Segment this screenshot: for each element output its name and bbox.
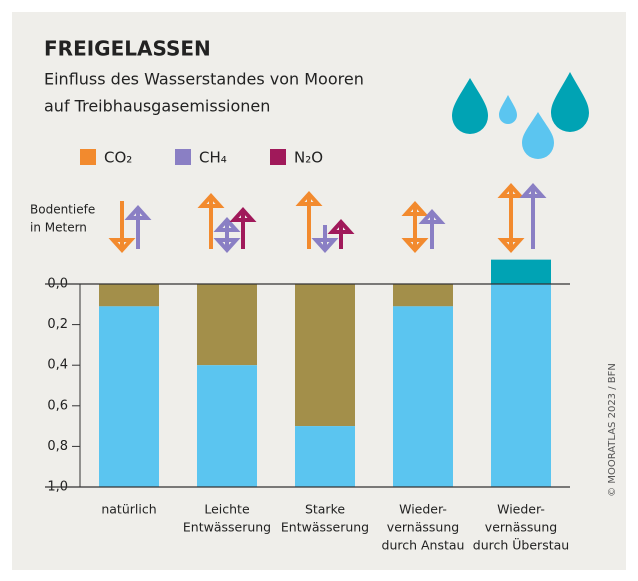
bar-segment bbox=[393, 284, 453, 307]
drops bbox=[452, 72, 589, 159]
bar-segment bbox=[295, 284, 355, 427]
arrow-head bbox=[401, 238, 429, 253]
y-tick-label: 0,8 bbox=[47, 439, 68, 454]
arrow bbox=[108, 201, 136, 253]
legend-swatch bbox=[80, 149, 96, 165]
bar-segment bbox=[491, 284, 551, 487]
bar-segment bbox=[99, 306, 159, 487]
bar-segment bbox=[295, 426, 355, 487]
arrow bbox=[418, 209, 446, 249]
axis-label: in Metern bbox=[30, 221, 87, 235]
arrow bbox=[229, 207, 257, 249]
arrow bbox=[401, 201, 429, 253]
x-tick-label: Leichte bbox=[204, 502, 250, 517]
arrow bbox=[124, 205, 152, 249]
arrow bbox=[197, 193, 225, 249]
x-tick-label: Wieder- bbox=[497, 502, 545, 517]
bar-segment bbox=[491, 259, 551, 284]
chart-title: FREIGELASSEN bbox=[44, 37, 211, 61]
arrow-head bbox=[295, 191, 323, 206]
arrow bbox=[213, 217, 241, 253]
arrow-head bbox=[418, 209, 446, 224]
x-tick-label: Starke bbox=[305, 502, 345, 517]
y-tick-label: 0,2 bbox=[47, 317, 68, 332]
legend-label: N₂O bbox=[294, 149, 323, 167]
legend-swatch bbox=[175, 149, 191, 165]
arrow-head bbox=[108, 238, 136, 253]
x-tick-label: natürlich bbox=[101, 502, 156, 517]
arrow-head bbox=[213, 238, 241, 253]
bar-segment bbox=[99, 284, 159, 307]
arrow bbox=[519, 183, 547, 249]
arrow-head bbox=[213, 217, 241, 232]
arrow bbox=[295, 191, 323, 249]
arrow-head bbox=[519, 183, 547, 198]
arrow bbox=[497, 183, 525, 253]
x-tick-label: Entwässerung bbox=[281, 520, 369, 535]
legend-label: CO₂ bbox=[104, 149, 132, 167]
arrow-head bbox=[311, 238, 339, 253]
x-tick-label: durch Überstau bbox=[473, 537, 569, 553]
x-tick-label: vernässung bbox=[387, 520, 459, 535]
arrow-head bbox=[197, 193, 225, 208]
axis-label: Bodentiefe bbox=[30, 203, 95, 217]
arrow-head bbox=[497, 183, 525, 198]
arrow-head bbox=[229, 207, 257, 222]
bar-segment bbox=[197, 365, 257, 487]
x-tick-label: Entwässerung bbox=[183, 520, 271, 535]
y-tick-label: 0,4 bbox=[47, 358, 68, 373]
arrow-head bbox=[124, 205, 152, 220]
x-tick-label: Wieder- bbox=[399, 502, 447, 517]
arrow bbox=[311, 225, 339, 253]
y-tick-label: 0,6 bbox=[47, 398, 68, 413]
subtitle: auf Treibhausgasemissionen bbox=[44, 97, 270, 116]
source: © MOORATLAS 2023 / BFN bbox=[607, 363, 618, 497]
arrow-head bbox=[497, 238, 525, 253]
legend-swatch bbox=[270, 149, 286, 165]
arrow bbox=[327, 219, 355, 249]
x-tick-label: durch Anstau bbox=[382, 538, 465, 553]
bar-segment bbox=[197, 284, 257, 366]
arrow-head bbox=[401, 201, 429, 216]
arrow-head bbox=[327, 219, 355, 234]
x-tick-label: vernässung bbox=[485, 520, 557, 535]
bar-segment bbox=[393, 306, 453, 487]
subtitle: Einfluss des Wasserstandes von Mooren bbox=[44, 70, 364, 89]
legend-label: CH₄ bbox=[199, 149, 227, 167]
